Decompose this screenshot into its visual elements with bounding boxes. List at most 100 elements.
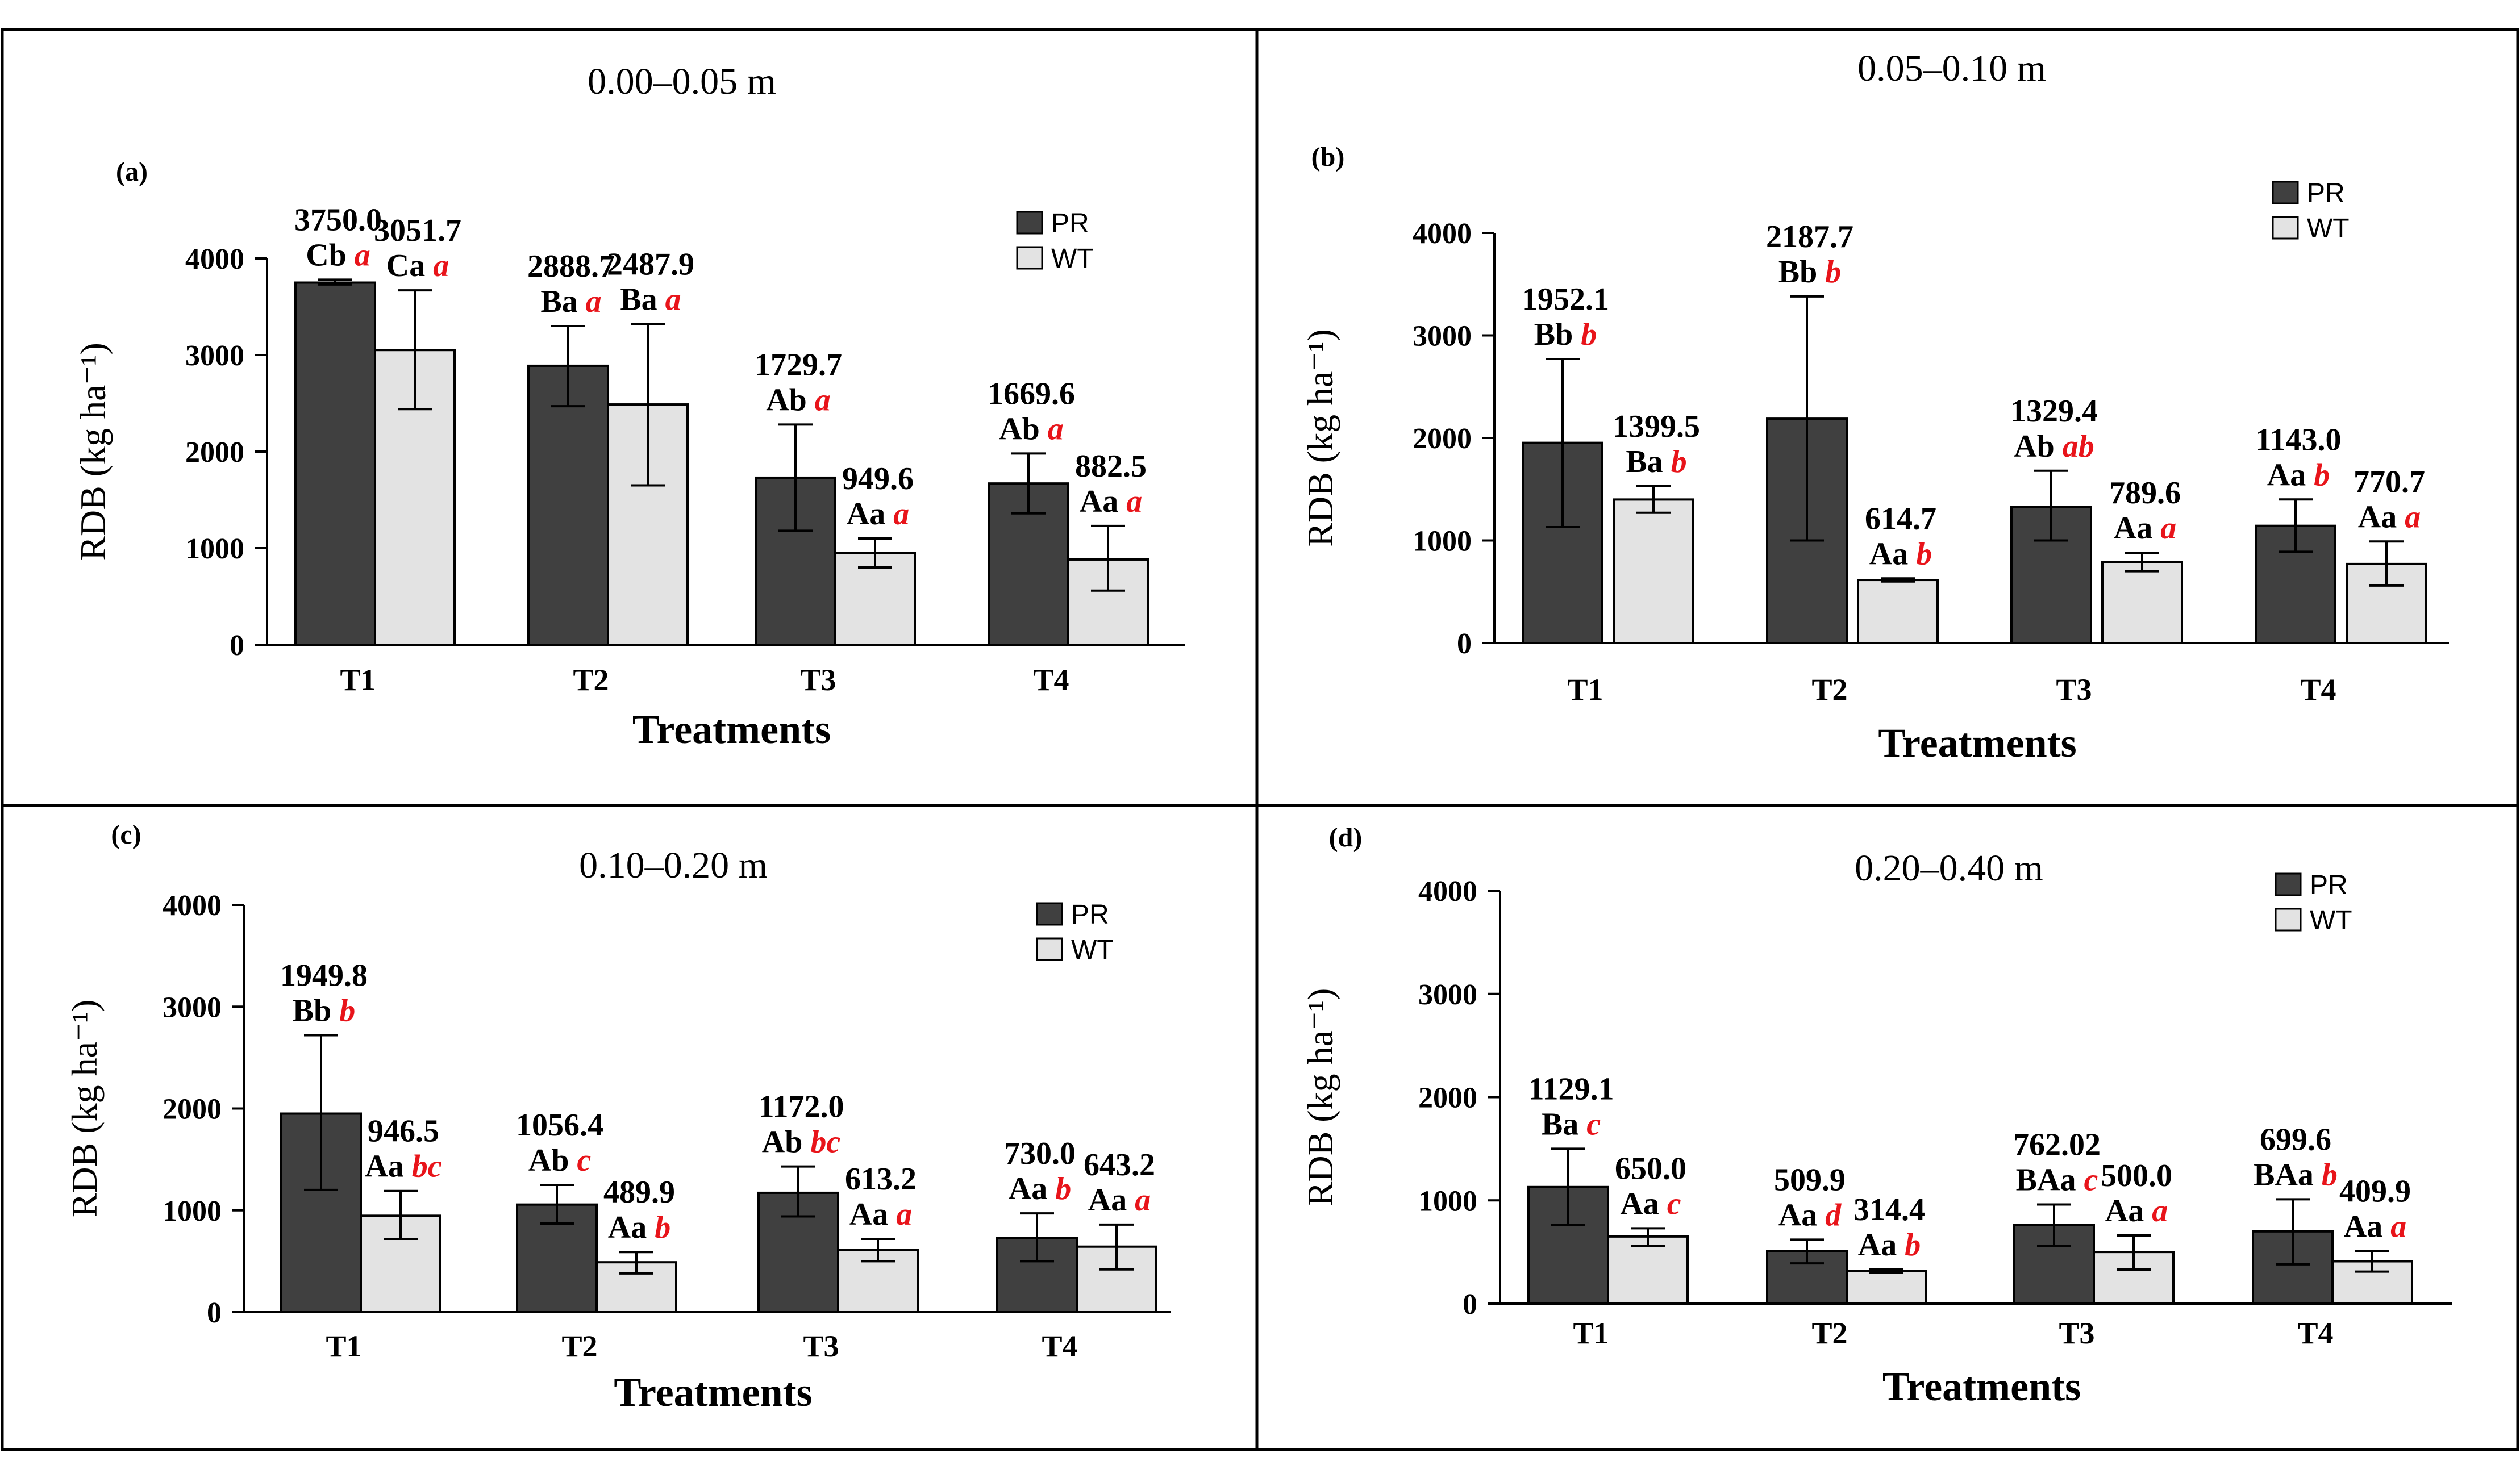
- significance-label: Aa a: [1088, 1183, 1151, 1218]
- significance-grade: bc: [810, 1125, 840, 1160]
- legend-swatch-wt: [2272, 216, 2299, 240]
- significance-grade: a: [355, 237, 370, 273]
- x-axis-label: Treatments: [1878, 720, 2076, 766]
- y-tick-label: 4000: [1413, 218, 1472, 250]
- x-tick-label: T3: [800, 663, 836, 697]
- significance-letters: Ca: [386, 248, 433, 283]
- y-tick-label: 3000: [163, 991, 222, 1024]
- y-tick-label: 2000: [1413, 423, 1472, 455]
- significance-grade: a: [2390, 1209, 2406, 1244]
- significance-grade: b: [655, 1210, 670, 1245]
- data-value-label: 1129.1: [1528, 1071, 1614, 1107]
- y-tick-label: 0: [1457, 628, 1472, 660]
- data-value-label: 1329.4: [2010, 394, 2098, 429]
- significance-letters: Ab: [2014, 429, 2063, 464]
- significance-grade: b: [1905, 1228, 1921, 1263]
- significance-letters: Aa: [2358, 499, 2405, 535]
- y-tick-label: 0: [230, 629, 244, 662]
- significance-label: Ab c: [528, 1143, 592, 1178]
- significance-label: Bb b: [1534, 317, 1597, 352]
- y-tick-label: 3000: [185, 340, 244, 372]
- x-tick-label: T4: [2297, 1316, 2333, 1350]
- y-tick-label: 1000: [163, 1195, 222, 1228]
- significance-label: Bb b: [1778, 254, 1842, 290]
- significance-grade: d: [1825, 1197, 1842, 1233]
- data-value-label: 1669.6: [988, 376, 1075, 411]
- significance-grade: a: [893, 496, 909, 532]
- x-tick-label: T1: [326, 1329, 361, 1363]
- legend-label-pr: PR: [2310, 870, 2348, 900]
- panel-borders: [1, 28, 2519, 1451]
- chart-title: 0.05–0.10 m: [1857, 48, 2046, 89]
- significance-label: Bb b: [293, 993, 356, 1028]
- significance-grade: a: [1048, 411, 1064, 446]
- data-value-label: 789.6: [2109, 475, 2181, 511]
- chart-panel-a: 0.00–0.05 m (a) 0 1000 2000 3000 4000 RDB (kg h…: [73, 61, 1185, 752]
- significance-label: Aa a: [849, 1197, 912, 1232]
- significance-label: Ab ab: [2014, 429, 2094, 464]
- data-value-label: 613.2: [845, 1162, 917, 1197]
- x-axis-label: Treatments: [632, 707, 831, 752]
- significance-letters: Aa: [2344, 1209, 2390, 1244]
- data-value-label: 509.9: [1774, 1162, 1846, 1197]
- significance-letters: Aa: [1858, 1228, 1905, 1263]
- bar-wt: [1846, 1270, 1927, 1305]
- panel-label: (b): [1311, 142, 1345, 172]
- legend-swatch-wt: [2275, 908, 2302, 932]
- significance-label: Aa bc: [365, 1149, 441, 1184]
- significance-letters: Aa: [1088, 1183, 1135, 1218]
- x-tick-label: T1: [1573, 1316, 1609, 1350]
- data-value-label: 2187.7: [1766, 219, 1853, 254]
- significance-grade: c: [1667, 1186, 1681, 1221]
- significance-label: Aa a: [847, 496, 909, 532]
- x-tick-label: T1: [340, 663, 376, 697]
- y-tick-label: 4000: [185, 243, 244, 275]
- data-value-label: 699.6: [2260, 1122, 2331, 1157]
- significance-label: Ba a: [540, 284, 601, 319]
- significance-label: Ab a: [766, 382, 831, 417]
- significance-letters: Aa: [1009, 1171, 1055, 1206]
- significance-grade: a: [2160, 511, 2176, 546]
- data-value-label: 2487.9: [607, 247, 694, 282]
- chart-panel-b: 0.05–0.10 m (b) 0 1000 2000 3000 4000 RDB (kg h…: [1300, 48, 2449, 766]
- chart-panel-d: 0.20–0.40 m (d) 0 1000 2000 3000 4000 RDB (kg h…: [1300, 822, 2452, 1409]
- significance-letters: Aa: [1080, 484, 1126, 519]
- significance-label: Aa b: [2267, 457, 2330, 492]
- significance-letters: Cb: [306, 237, 355, 273]
- y-tick-label: 2000: [1418, 1082, 1477, 1114]
- significance-label: Aa a: [2114, 511, 2176, 546]
- data-value-label: 650.0: [1615, 1151, 1686, 1186]
- data-value-label: 1056.4: [516, 1108, 603, 1143]
- y-tick-label: 3000: [1413, 320, 1472, 353]
- significance-grade: b: [2314, 457, 2330, 492]
- data-value-label: 2888.7: [527, 249, 615, 284]
- data-value-label: 762.02: [2013, 1128, 2101, 1163]
- significance-letters: Ba: [1542, 1107, 1586, 1142]
- data-value-label: 882.5: [1075, 449, 1147, 484]
- x-tick-label: T2: [1811, 1316, 1847, 1350]
- legend-label-pr: PR: [2307, 178, 2345, 208]
- significance-grade: b: [339, 993, 355, 1028]
- significance-grade: ab: [2063, 429, 2094, 464]
- bar-wt: [1857, 579, 1939, 644]
- significance-letters: Ab: [762, 1125, 811, 1160]
- significance-label: Aa b: [1858, 1228, 1921, 1263]
- significance-label: Ab bc: [762, 1125, 841, 1160]
- significance-grade: b: [1916, 536, 1932, 571]
- significance-letters: Aa: [2267, 457, 2314, 492]
- data-value-label: 1952.1: [1522, 282, 1609, 317]
- significance-label: Ab a: [999, 411, 1064, 446]
- chart-title: 0.10–0.20 m: [579, 845, 768, 886]
- data-value-label: 1949.8: [280, 958, 368, 993]
- data-value-label: 949.6: [842, 461, 914, 496]
- significance-grade: b: [1581, 317, 1597, 352]
- legend-swatch-wt: [1016, 246, 1043, 270]
- significance-grade: b: [1825, 254, 1841, 290]
- data-value-label: 730.0: [1004, 1136, 1076, 1171]
- significance-grade: c: [1586, 1107, 1601, 1142]
- significance-grade: a: [1135, 1183, 1151, 1218]
- y-tick-label: 2000: [163, 1093, 222, 1126]
- significance-letters: Aa: [1869, 536, 1916, 571]
- legend-label-pr: PR: [1051, 208, 1089, 239]
- significance-letters: Aa: [2114, 511, 2160, 546]
